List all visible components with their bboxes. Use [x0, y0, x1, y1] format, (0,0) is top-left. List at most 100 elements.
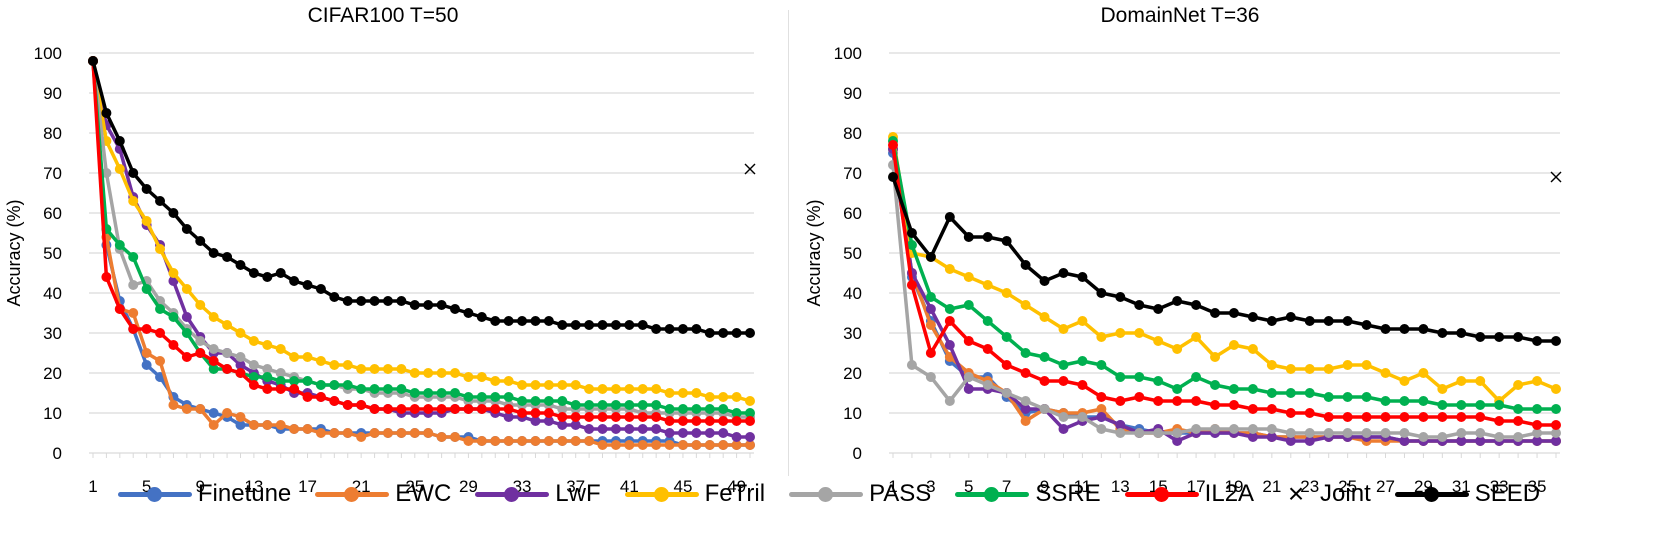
data-point: [888, 172, 898, 182]
legend-item-fetril[interactable]: FeTril: [623, 480, 765, 508]
data-point: [906, 228, 917, 238]
series-pass: [88, 56, 755, 422]
legend-item-ewc[interactable]: EWC: [313, 480, 451, 508]
data-point: [128, 324, 139, 334]
legend-item-seed[interactable]: SEED: [1393, 480, 1540, 508]
data-point: [275, 368, 286, 378]
data-point: [1285, 408, 1296, 418]
data-point: [731, 392, 742, 402]
legend-label: SEED: [1474, 480, 1541, 507]
data-point: [1304, 316, 1315, 326]
series-line: [891, 152, 1556, 443]
data-point: [1058, 412, 1069, 422]
data-point: [275, 384, 286, 394]
data-point: [315, 356, 326, 366]
data-point: [208, 248, 219, 258]
legend-item-il2a[interactable]: IL2A: [1123, 480, 1254, 508]
data-point: [1380, 368, 1391, 378]
y-tick-label: 10: [43, 404, 62, 423]
data-point: [1001, 332, 1012, 342]
line-marker-icon: [787, 484, 865, 504]
legend-item-lwf[interactable]: LwF: [473, 480, 601, 508]
data-point: [570, 380, 581, 390]
data-point: [1532, 404, 1543, 414]
data-point: [275, 268, 286, 278]
data-point: [1532, 376, 1543, 386]
data-point: [745, 440, 755, 450]
data-point: [1475, 412, 1486, 422]
data-point: [1096, 360, 1107, 370]
data-point: [704, 428, 715, 438]
x-tick-label: 13: [1111, 477, 1130, 496]
joint-marker: [744, 163, 756, 175]
legend-item-joint[interactable]: × Joint: [1276, 480, 1371, 508]
data-point: [1380, 412, 1391, 422]
x-tick-label: 17: [1187, 477, 1206, 496]
y-tick-label: 20: [43, 364, 62, 383]
data-point: [570, 320, 581, 330]
data-point: [1551, 436, 1561, 446]
x-tick-label: 9: [196, 477, 205, 496]
data-point: [1399, 396, 1410, 406]
legend-item-pass[interactable]: PASS: [787, 480, 931, 508]
data-point: [543, 408, 554, 418]
data-point: [503, 436, 514, 446]
line-marker-icon: [473, 484, 551, 504]
data-point: [1285, 388, 1296, 398]
data-point: [517, 436, 528, 446]
data-point: [329, 360, 340, 370]
data-point: [651, 440, 662, 450]
data-point: [1115, 328, 1126, 338]
data-point: [1380, 324, 1391, 334]
data-point: [476, 392, 487, 402]
legend-item-ssre[interactable]: SSRE: [953, 480, 1101, 508]
legend: Finetune EWC LwF FeTril PASS SSRE IL2A × Joint SE…: [0, 474, 1656, 514]
x-tick-label: 5: [142, 477, 151, 496]
y-tick-label: 100: [34, 44, 62, 63]
data-point: [1418, 396, 1429, 406]
data-point: [101, 108, 112, 118]
x-tick-label: 19: [1225, 477, 1244, 496]
data-point: [610, 320, 621, 330]
data-point: [329, 292, 340, 302]
data-point: [1342, 428, 1353, 438]
data-point: [141, 184, 152, 194]
data-point: [1039, 376, 1050, 386]
data-point: [584, 424, 595, 434]
data-point: [731, 328, 742, 338]
data-point: [1134, 428, 1145, 438]
x-tick-label: 31: [1452, 477, 1471, 496]
x-tick-label: 23: [1300, 477, 1319, 496]
line-marker-icon: [116, 484, 194, 504]
data-point: [651, 384, 662, 394]
y-tick-label: 90: [843, 84, 862, 103]
data-point: [664, 416, 675, 426]
data-point: [1513, 416, 1524, 426]
data-point: [530, 316, 541, 326]
x-marker-icon: ×: [1287, 478, 1305, 509]
data-point: [597, 412, 608, 422]
x-tick-label: 7: [1002, 477, 1011, 496]
data-point: [342, 428, 353, 438]
x-tick-label: 25: [1338, 477, 1357, 496]
data-point: [1551, 428, 1561, 438]
legend-item-finetune[interactable]: Finetune: [116, 480, 291, 508]
data-point: [1418, 324, 1429, 334]
data-point: [677, 324, 688, 334]
data-point: [1551, 384, 1561, 394]
y-tick-label: 80: [43, 124, 62, 143]
data-point: [181, 404, 192, 414]
data-point: [677, 440, 688, 450]
data-point: [624, 424, 635, 434]
data-point: [450, 388, 461, 398]
data-point: [1077, 356, 1088, 366]
data-point: [141, 216, 152, 226]
data-point: [128, 280, 139, 290]
joint-x-stroke: [1550, 171, 1562, 183]
data-point: [1020, 404, 1031, 414]
x-tick-label: 11: [1074, 477, 1092, 496]
data-point: [476, 372, 487, 382]
data-point: [1247, 384, 1258, 394]
y-tick-label: 80: [843, 124, 862, 143]
data-point: [1172, 344, 1183, 354]
